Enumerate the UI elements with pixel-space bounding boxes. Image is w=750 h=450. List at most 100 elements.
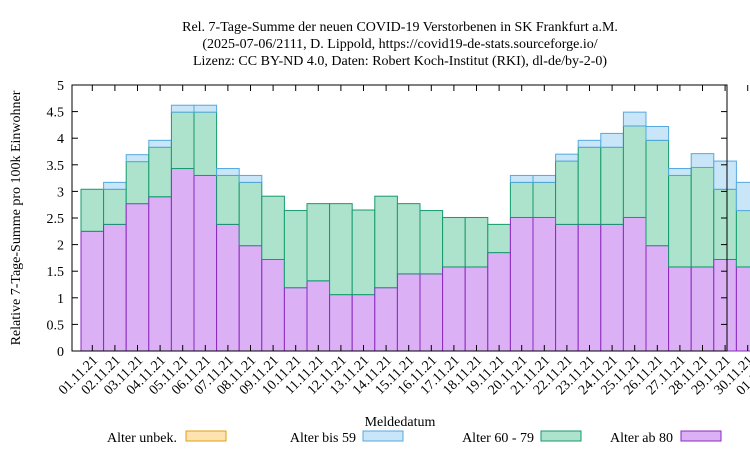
- bar-series-0-22: [577, 223, 602, 352]
- bar-series-2-4: [170, 104, 195, 113]
- legend-swatch: [185, 430, 227, 442]
- bar-series-0-3: [148, 196, 172, 352]
- bar-series-0-20: [532, 216, 557, 352]
- y-axis: 0 0.5 1 1.5 2 2.5 3 3.5 4 4.5 5: [47, 79, 727, 360]
- bar-series-2-21: [555, 153, 579, 162]
- chart-title: Rel. 7-Tage-Summe der neuen COVID-19 Ver…: [182, 20, 618, 69]
- chart-title-line-2: (2025-07-06/2111, D. Lippold, https://co…: [202, 37, 597, 52]
- bar-series-0-7: [238, 245, 263, 352]
- bar-series-1-8: [261, 195, 285, 261]
- bar-series-2-1: [103, 181, 127, 190]
- y-tick-label: 4: [57, 132, 64, 147]
- bar-series-1-29: [735, 210, 750, 268]
- bar-series-1-18: [487, 223, 511, 254]
- y-tick-label: 1: [57, 292, 64, 307]
- bar-series-0-13: [374, 287, 398, 352]
- bar-series-1-5: [193, 111, 218, 176]
- legend-label: Alter ab 80: [610, 431, 673, 446]
- legend: Alter unbek. Alter bis 59 Alter 60 - 79 Alt…: [107, 430, 722, 446]
- bar-series-1-14: [396, 203, 421, 275]
- bar-series-1-19: [509, 181, 534, 218]
- y-tick-label: 3: [57, 185, 64, 200]
- bar-series-1-10: [306, 203, 331, 282]
- bar-series-2-7: [238, 174, 263, 183]
- bar-series-2-3: [148, 139, 172, 148]
- bar-series-0-12: [351, 294, 376, 352]
- bar-series-0-8: [261, 259, 285, 352]
- bar-series-2-29: [735, 181, 750, 212]
- bar-series-1-24: [622, 125, 647, 218]
- bar-series-1-25: [645, 139, 670, 247]
- x-axis-title: Meldedatum: [365, 415, 436, 430]
- bar-series-1-22: [577, 146, 602, 225]
- bar-series-2-20: [532, 174, 557, 183]
- legend-swatch: [540, 430, 582, 442]
- bar-series-0-18: [487, 252, 511, 352]
- bar-series-0-6: [216, 223, 240, 352]
- bar-series-0-9: [283, 287, 308, 352]
- bar-series-0-24: [622, 216, 647, 352]
- bar-series-1-27: [690, 166, 715, 268]
- bar-series-0-27: [690, 266, 715, 352]
- bar-series-0-26: [668, 266, 692, 352]
- bar-series-2-27: [690, 153, 715, 168]
- legend-swatch: [680, 430, 722, 442]
- bar-series-0-28: [713, 259, 737, 352]
- bar-series-1-16: [442, 216, 466, 268]
- y-tick-label: 5: [57, 79, 64, 94]
- bar-series-0-5: [193, 174, 218, 352]
- bar-series-2-6: [216, 168, 240, 176]
- bar-series-0-1: [103, 223, 127, 352]
- bar-series-1-7: [238, 181, 263, 247]
- bar-series-0-10: [306, 280, 331, 352]
- bar-series-2-28: [713, 160, 737, 190]
- bar-series-1-9: [283, 210, 308, 289]
- bar-series-0-17: [464, 266, 489, 352]
- bar-series-2-26: [668, 168, 692, 176]
- bar-series-1-1: [103, 188, 127, 225]
- bar-series-2-19: [509, 174, 534, 183]
- bars-layer: [80, 104, 750, 352]
- bar-series-1-2: [125, 161, 150, 205]
- bar-series-1-21: [555, 160, 579, 225]
- bar-series-1-3: [148, 146, 172, 198]
- y-tick-label: 0.5: [47, 318, 65, 333]
- bar-series-0-2: [125, 203, 150, 352]
- y-tick-label: 3.5: [47, 159, 65, 174]
- y-tick-label: 1.5: [47, 265, 65, 280]
- y-tick-label: 0: [57, 345, 64, 360]
- bar-series-2-22: [577, 139, 602, 148]
- bar-series-0-25: [645, 245, 670, 352]
- y-tick-label: 2: [57, 239, 64, 254]
- bar-series-2-2: [125, 154, 150, 163]
- bar-series-1-12: [351, 209, 376, 296]
- legend-label: Alter unbek.: [107, 431, 177, 446]
- bar-series-1-15: [419, 210, 444, 275]
- bar-series-0-11: [329, 294, 353, 352]
- chart-title-line-1: Rel. 7-Tage-Summe der neuen COVID-19 Ver…: [182, 20, 618, 35]
- bar-series-0-19: [509, 216, 534, 352]
- bar-series-1-23: [600, 146, 624, 225]
- bar-series-2-24: [622, 111, 647, 127]
- legend-label: Alter bis 59: [290, 431, 356, 446]
- bar-series-1-28: [713, 188, 737, 260]
- bar-series-1-11: [329, 203, 353, 296]
- legend-label: Alter 60 - 79: [462, 431, 534, 446]
- bar-series-0-21: [555, 223, 579, 352]
- bar-series-0-15: [419, 273, 444, 352]
- y-tick-label: 2.5: [47, 212, 65, 227]
- bar-series-1-13: [374, 195, 398, 289]
- bar-series-2-23: [600, 132, 624, 148]
- bar-series-1-17: [464, 216, 489, 268]
- bar-series-0-16: [442, 266, 466, 352]
- y-tick-label: 4.5: [47, 106, 65, 121]
- bar-series-1-26: [668, 174, 692, 268]
- bar-series-2-25: [645, 126, 670, 141]
- chart-title-line-3: Lizenz: CC BY-ND 4.0, Daten: Robert Koch…: [193, 54, 607, 69]
- bar-series-1-20: [532, 181, 557, 218]
- legend-swatch: [362, 430, 404, 442]
- bar-series-1-4: [170, 111, 195, 170]
- y-axis-title: Relative 7-Tage-Summe pro 100k Einwohner: [9, 90, 24, 345]
- bar-series-2-5: [193, 104, 218, 113]
